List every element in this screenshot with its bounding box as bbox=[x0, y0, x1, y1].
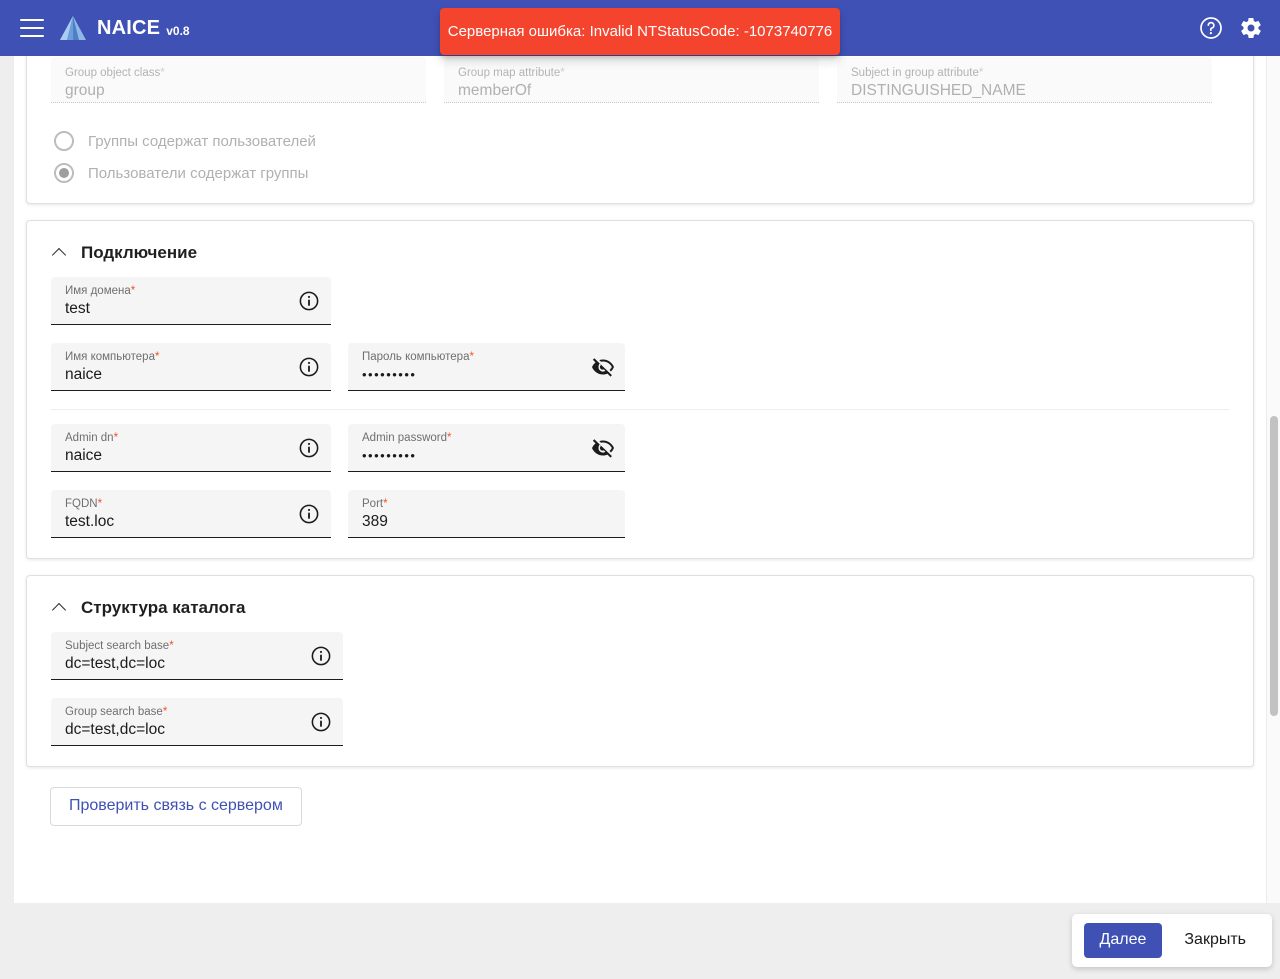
hamburger-menu-icon[interactable] bbox=[20, 19, 44, 37]
dialog-action-bar: Далее Закрыть bbox=[1071, 914, 1272, 967]
chevron-up-icon[interactable] bbox=[53, 246, 67, 260]
group-search-base-label: Group search base* bbox=[65, 706, 168, 718]
port-label: Port* bbox=[362, 498, 388, 510]
computer-password-label: Пароль компьютера* bbox=[362, 351, 474, 363]
radio-users-contain-groups: Пользователи содержат группы bbox=[54, 157, 1229, 189]
directory-structure-section-title: Структура каталога bbox=[81, 598, 246, 617]
subject-in-group-attribute-value: DISTINGUISHED_NAME bbox=[851, 82, 1026, 99]
next-button[interactable]: Далее bbox=[1083, 923, 1163, 958]
directory-structure-section-header[interactable]: Структура каталога bbox=[53, 598, 1229, 618]
subject-in-group-attribute-field: Subject in group attribute* DISTINGUISHE… bbox=[837, 57, 1212, 103]
dialog-scrollbar-thumb[interactable] bbox=[1270, 416, 1278, 716]
info-icon[interactable] bbox=[297, 289, 321, 313]
group-map-attribute-field: Group map attribute* memberOf bbox=[444, 57, 819, 103]
fqdn-label: FQDN* bbox=[65, 498, 103, 510]
group-search-base-row: Group search base* dc=test,dc=loc bbox=[51, 698, 1229, 746]
group-object-class-value: group bbox=[65, 82, 105, 99]
integration-settings-dialog: Group object class* group Group map attr… bbox=[14, 56, 1266, 903]
dialog-scroll-area: Group object class* group Group map attr… bbox=[14, 56, 1266, 903]
error-toast[interactable]: Серверная ошибка: Invalid NTStatusCode: … bbox=[440, 8, 840, 55]
computer-credentials-row: Имя компьютера* naice Пароль компьютера* bbox=[51, 343, 1229, 391]
group-object-class-field: Group object class* group bbox=[51, 57, 426, 103]
domain-name-field[interactable]: Имя домена* test bbox=[51, 277, 331, 325]
chevron-up-icon[interactable] bbox=[53, 601, 67, 615]
port-field[interactable]: Port* 389 bbox=[348, 490, 625, 538]
radio-users-contain-groups-label: Пользователи содержат группы bbox=[88, 164, 309, 182]
admin-dn-value: naice bbox=[65, 447, 103, 464]
subject-search-base-label: Subject search base* bbox=[65, 640, 174, 652]
computer-name-value: naice bbox=[65, 366, 103, 383]
computer-name-field[interactable]: Имя компьютера* naice bbox=[51, 343, 331, 391]
info-icon[interactable] bbox=[297, 355, 321, 379]
group-search-base-value: dc=test,dc=loc bbox=[65, 721, 165, 738]
port-value: 389 bbox=[362, 513, 388, 530]
connection-section-header[interactable]: Подключение bbox=[53, 243, 1229, 263]
connection-section-title: Подключение bbox=[81, 243, 198, 262]
fqdn-value: test.loc bbox=[65, 513, 115, 530]
gear-icon[interactable] bbox=[1238, 15, 1264, 41]
info-icon[interactable] bbox=[309, 644, 333, 668]
domain-name-row: Имя домена* test bbox=[51, 277, 1229, 325]
group-map-attribute-value: memberOf bbox=[458, 82, 532, 99]
fqdn-port-row: FQDN* test.loc Port* 38 bbox=[51, 490, 1229, 538]
membership-direction-radio-group: Группы содержат пользователей Пользовате… bbox=[51, 125, 1229, 189]
connection-card: Подключение Имя домена* test bbox=[26, 220, 1254, 559]
admin-password-label: Admin password* bbox=[362, 432, 452, 444]
info-icon[interactable] bbox=[297, 436, 321, 460]
directory-structure-card: Структура каталога Subject search base* … bbox=[26, 575, 1254, 767]
computer-password-field[interactable]: Пароль компьютера* ••••••••• bbox=[348, 343, 625, 391]
brand-version: v0.8 bbox=[166, 24, 190, 38]
radio-groups-contain-users-label: Группы содержат пользователей bbox=[88, 132, 316, 150]
group-map-attribute-label: Group map attribute* bbox=[458, 67, 565, 79]
admin-password-field[interactable]: Admin password* ••••••••• bbox=[348, 424, 625, 472]
test-server-connection-button[interactable]: Проверить связь с сервером bbox=[50, 787, 302, 826]
subject-search-base-row: Subject search base* dc=test,dc=loc bbox=[51, 632, 1229, 680]
info-icon[interactable] bbox=[309, 710, 333, 734]
brand-name: NAICE bbox=[97, 16, 161, 39]
app-bar-actions bbox=[1198, 0, 1264, 56]
subject-in-group-attribute-label: Subject in group attribute* bbox=[851, 67, 984, 79]
domain-name-label: Имя домена* bbox=[65, 285, 136, 297]
close-button[interactable]: Закрыть bbox=[1170, 923, 1260, 958]
domain-name-value: test bbox=[65, 300, 90, 317]
subject-search-base-field[interactable]: Subject search base* dc=test,dc=loc bbox=[51, 632, 343, 680]
group-mapping-card: Group object class* group Group map attr… bbox=[26, 56, 1254, 204]
radio-groups-contain-users: Группы содержат пользователей bbox=[54, 125, 1229, 157]
admin-dn-field[interactable]: Admin dn* naice bbox=[51, 424, 331, 472]
connection-divider bbox=[51, 409, 1229, 410]
radio-circle-checked-icon bbox=[54, 163, 74, 183]
eye-off-icon[interactable] bbox=[591, 436, 615, 460]
group-mapping-fields-row: Group object class* group Group map attr… bbox=[51, 57, 1229, 103]
fqdn-field[interactable]: FQDN* test.loc bbox=[51, 490, 331, 538]
admin-dn-label: Admin dn* bbox=[65, 432, 119, 444]
error-toast-message: Серверная ошибка: Invalid NTStatusCode: … bbox=[447, 23, 833, 40]
info-icon[interactable] bbox=[297, 502, 321, 526]
admin-credentials-row: Admin dn* naice Admin password* bbox=[51, 424, 1229, 472]
radio-circle-icon bbox=[54, 131, 74, 151]
help-circle-icon[interactable] bbox=[1198, 15, 1224, 41]
eye-off-icon[interactable] bbox=[591, 355, 615, 379]
group-object-class-label: Group object class* bbox=[65, 67, 165, 79]
admin-password-value: ••••••••• bbox=[362, 448, 417, 463]
brand: NAICE v0.8 bbox=[58, 14, 190, 42]
computer-password-value: ••••••••• bbox=[362, 367, 417, 382]
naice-logo-icon bbox=[58, 14, 88, 42]
subject-search-base-value: dc=test,dc=loc bbox=[65, 655, 165, 672]
dialog-scrollbar[interactable] bbox=[1266, 56, 1280, 903]
computer-name-label: Имя компьютера* bbox=[65, 351, 160, 363]
group-search-base-field[interactable]: Group search base* dc=test,dc=loc bbox=[51, 698, 343, 746]
